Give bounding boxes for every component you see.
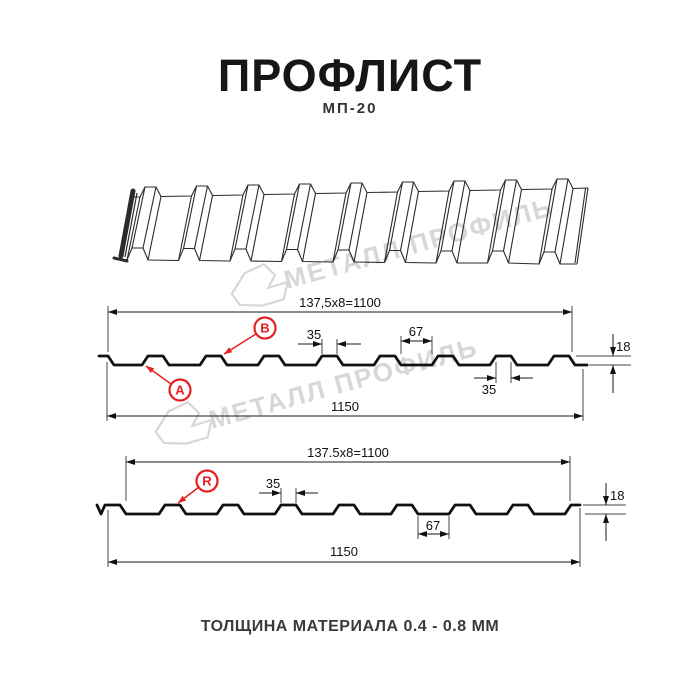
dim-coverage-width-bottom: 137.5x8=1100 [307,445,389,460]
profile-outline-bottom [95,503,582,516]
label-circle [253,316,277,340]
profile-section-bottom: 137.5x8=1100 35 67 18 1150 [95,445,626,567]
label-circle [168,378,192,402]
dim-full-width-top: 1150 [331,399,359,414]
leader-line [145,365,172,385]
dim-rib-top-width: 35 [266,476,280,491]
profile-outline-top [97,354,589,367]
sheet-left-edge-line [124,192,138,258]
dim-rib-top-width: 35 [307,327,321,342]
dim-valley-width: 67 [409,324,423,339]
callout-label-a: A [145,365,192,402]
sheet-3d-drawing [112,178,589,265]
sheet-bottom-edge [121,247,577,265]
sheet-top-edge [133,178,589,198]
dim-full-width-bottom: 1150 [330,544,358,559]
dim-rib-bottom-width: 35 [482,382,496,397]
label-a-text: A [175,383,185,398]
material-thickness-note: ТОЛЩИНА МАТЕРИАЛА 0.4 - 0.8 ММ [200,618,500,635]
page-title: ПРОФЛИСТ [217,50,483,101]
sheet-left-edge-foot [112,256,129,263]
label-b-text: B [260,321,269,336]
watermark-text: МЕТАЛЛ ПРОФИЛЬ [281,192,557,295]
dim-valley-width: 67 [426,518,440,533]
leader-line [177,486,200,504]
label-r-text: R [202,474,212,489]
dim-profile-height: 18 [616,339,630,354]
callout-label-b: B [223,316,277,355]
sheet-rib-lines [126,178,589,265]
callout-label-r: R [177,469,219,504]
metall-profil-logo-icon [151,398,216,448]
watermark-text: МЕТАЛЛ ПРОФИЛЬ [206,332,482,435]
leader-line [223,333,257,355]
page-subtitle: МП-20 [322,100,378,117]
sheet-left-cut-edge [118,188,136,259]
label-circle [195,469,219,493]
dim-profile-height: 18 [610,488,624,503]
dim-coverage-width-top: 137,5x8=1100 [299,295,381,310]
profile-section-top: 137,5x8=1100 35 67 35 18 [97,295,631,421]
